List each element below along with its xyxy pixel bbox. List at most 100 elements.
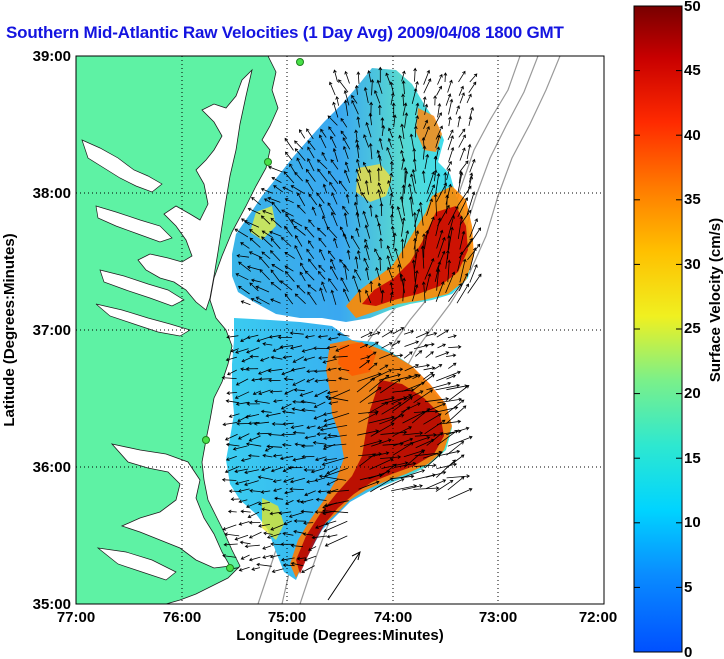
velocity-vector: [284, 225, 293, 237]
velocity-vector: [379, 352, 394, 359]
velocity-vector: [315, 497, 327, 502]
x-tick-label: 76:00: [163, 609, 201, 626]
velocity-vector: [280, 280, 293, 291]
velocity-vector: [270, 355, 283, 360]
velocity-vector: [320, 128, 327, 138]
y-axis: 39:00 38:00 37:00 36:00 35:00 Latitude (…: [1, 48, 71, 613]
velocity-vector: [343, 263, 348, 280]
velocity-vector: [297, 192, 306, 207]
velocity-vector: [364, 224, 371, 239]
velocity-vector: [396, 206, 404, 225]
velocity-vector: [392, 232, 397, 248]
velocity-vector: [412, 147, 417, 160]
velocity-vector: [469, 158, 476, 173]
velocity-vector: [447, 476, 465, 491]
velocity-vector: [448, 205, 459, 225]
velocity-vector: [293, 225, 306, 236]
velocity-vector: [246, 265, 260, 271]
velocity-vector: [281, 443, 292, 447]
velocity-vector: [345, 193, 350, 204]
velocity-vector: [327, 367, 337, 372]
velocity-vector: [260, 215, 271, 225]
velocity-vector: [424, 257, 435, 280]
velocity-vector: [402, 277, 406, 302]
velocity-vector: [338, 79, 349, 93]
velocity-vector: [357, 288, 362, 303]
velocity-vector: [248, 556, 261, 562]
velocity-vector: [248, 520, 261, 525]
velocity-vector: [342, 205, 349, 215]
velocity-vector: [374, 89, 381, 104]
velocity-vector: [234, 534, 249, 541]
velocity-vector: [317, 270, 326, 280]
velocity-vector: [397, 263, 402, 282]
velocity-vector: [244, 414, 260, 419]
velocity-vector: [270, 298, 281, 304]
velocity-vector: [378, 66, 383, 83]
velocity-vector: [318, 264, 326, 273]
velocity-vector: [381, 342, 393, 349]
velocity-vector: [340, 130, 348, 139]
velocity-vector: [412, 211, 417, 236]
velocity-vector: [378, 373, 401, 381]
velocity-vector: [412, 158, 417, 172]
velocity-vector: [326, 345, 337, 350]
velocity-vector: [330, 289, 337, 305]
velocity-vector: [399, 195, 405, 216]
velocity-vector: [409, 133, 414, 149]
colorbar-tick-label: 15: [684, 450, 701, 467]
velocity-vector: [284, 389, 294, 395]
velocity-vector: [290, 543, 304, 548]
velocity-vector: [435, 172, 441, 195]
velocity-vector: [390, 92, 395, 105]
grid-lines: [76, 56, 604, 604]
velocity-vector: [421, 170, 426, 183]
velocity-vector: [223, 542, 238, 547]
velocity-vector: [248, 531, 262, 539]
velocity-vector: [424, 153, 430, 170]
velocity-vector: [301, 565, 315, 573]
velocity-vector: [436, 370, 461, 382]
velocity-vector: [311, 535, 328, 540]
velocity-vector: [448, 146, 455, 162]
velocity-vector: [273, 185, 284, 193]
velocity-vector: [437, 204, 450, 227]
velocity-vector: [318, 203, 325, 217]
velocity-vector: [300, 509, 314, 514]
velocity-vector: [469, 73, 478, 83]
velocity-vector: [292, 378, 306, 386]
velocity-vector: [342, 137, 351, 150]
velocity-vector: [307, 146, 315, 159]
velocity-vector: [322, 358, 337, 364]
velocity-vector: [250, 278, 262, 283]
velocity-vector: [326, 226, 338, 239]
velocity-vector: [237, 285, 250, 295]
velocity-vector: [288, 465, 303, 470]
velocity-vector: [447, 435, 473, 447]
velocity-vector: [259, 357, 270, 362]
velocity-vector: [238, 499, 248, 504]
velocity-vector: [330, 159, 339, 170]
velocity-vector: [386, 255, 392, 270]
velocity-vector: [379, 463, 397, 478]
colorbar-tick-label: 35: [684, 191, 701, 208]
velocity-vector: [433, 155, 438, 170]
velocity-vector: [343, 288, 350, 302]
velocity-vector: [280, 236, 292, 247]
x-axis: 77:00 76:00 75:00 74:00 73:00 72:00 Long…: [57, 609, 617, 644]
velocity-vector: [354, 193, 359, 205]
velocity-vector: [360, 439, 383, 447]
velocity-vector: [296, 157, 304, 170]
velocity-vector: [447, 334, 457, 339]
velocity-vector: [316, 159, 328, 170]
velocity-vector: [467, 243, 481, 261]
velocity-vector: [467, 227, 482, 248]
velocity-vector: [361, 191, 369, 204]
velocity-vector: [376, 79, 383, 94]
velocity-vector: [294, 245, 303, 261]
velocity-vector: [448, 283, 462, 302]
velocity-vector: [323, 412, 350, 423]
velocity-vector: [301, 348, 314, 353]
velocity-vector: [262, 342, 273, 346]
velocity-vector: [273, 399, 283, 403]
